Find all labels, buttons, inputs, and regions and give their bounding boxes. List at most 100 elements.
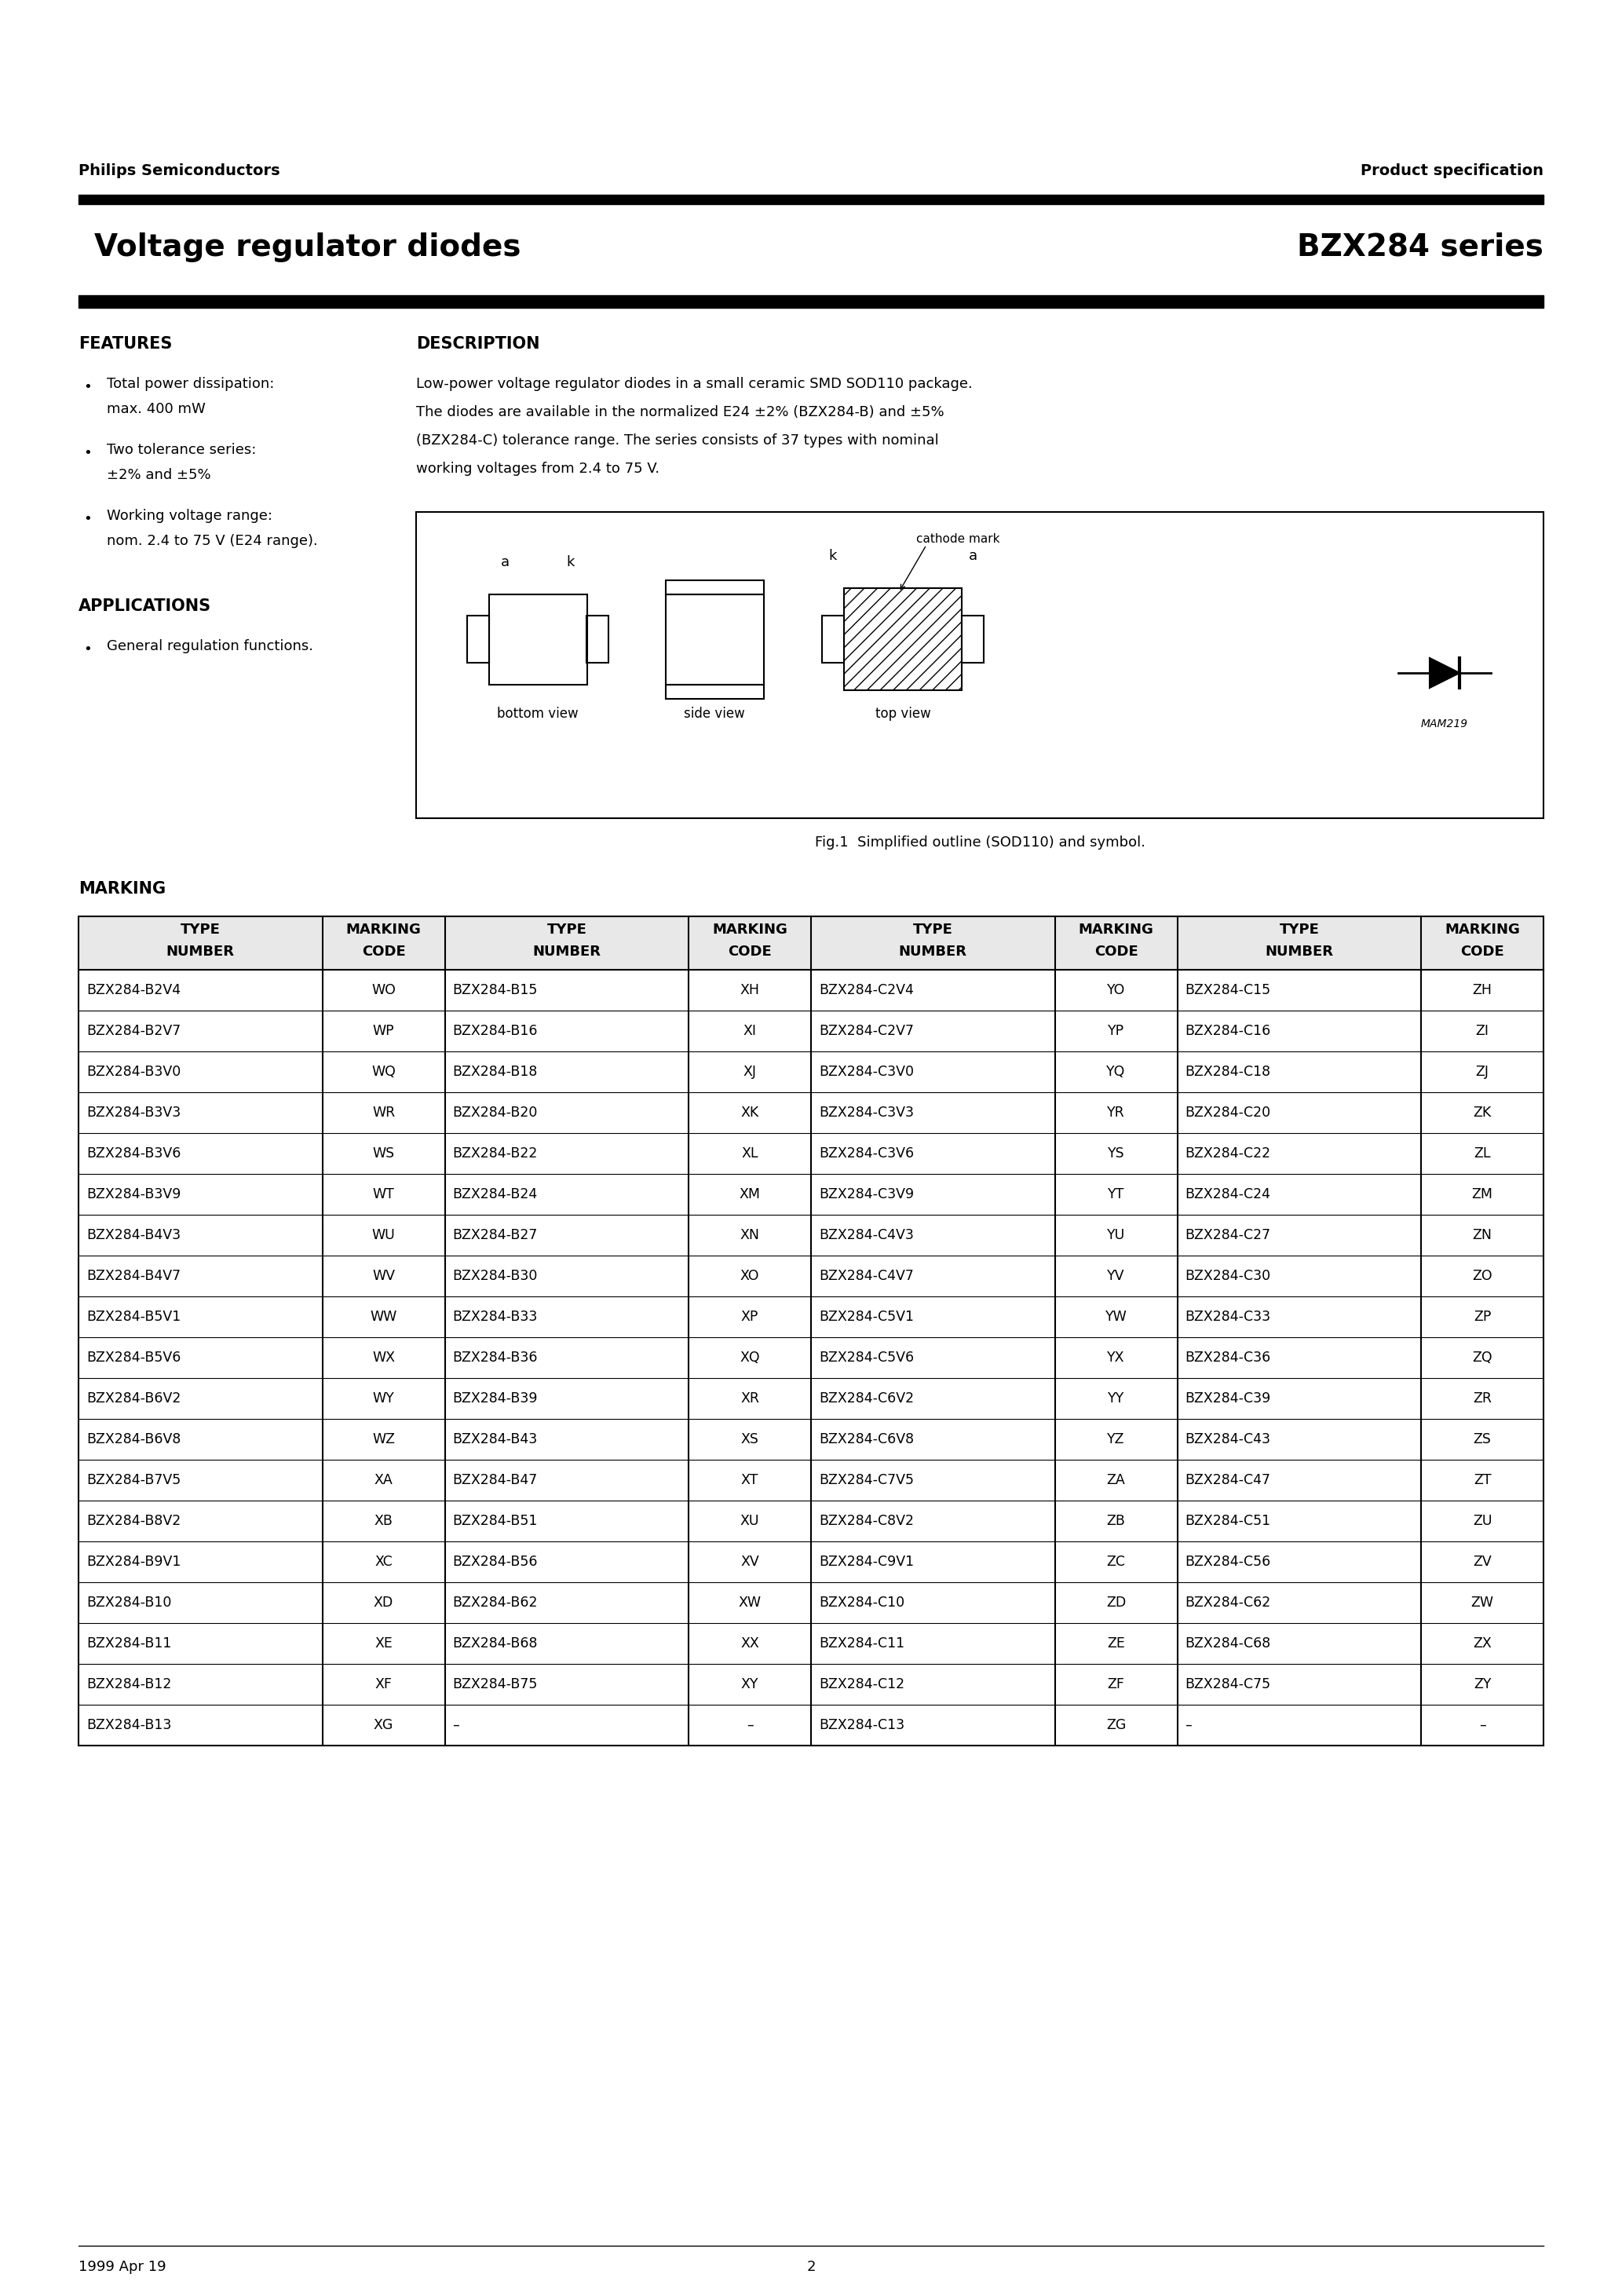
Text: ZE: ZE (1108, 1637, 1126, 1651)
Text: BZX284-B10: BZX284-B10 (86, 1596, 172, 1609)
Text: ZF: ZF (1108, 1678, 1124, 1692)
Text: BZX284-C15: BZX284-C15 (1186, 983, 1270, 996)
Text: BZX284-B9V1: BZX284-B9V1 (86, 1554, 182, 1568)
Bar (78, 1256, 1544, 1297)
Text: BZX284-B11: BZX284-B11 (86, 1637, 172, 1651)
Text: NUMBER: NUMBER (1265, 944, 1333, 960)
Text: BZX284-B8V2: BZX284-B8V2 (86, 1513, 180, 1529)
Text: XX: XX (741, 1637, 759, 1651)
Text: BZX284-B15: BZX284-B15 (453, 983, 537, 996)
Text: •: • (83, 512, 92, 526)
Text: Product specification: Product specification (1361, 163, 1544, 179)
Text: BZX284-C30: BZX284-C30 (1186, 1270, 1270, 1283)
Text: XC: XC (375, 1554, 393, 1568)
Text: BZX284-C3V9: BZX284-C3V9 (819, 1187, 913, 1201)
Text: BZX284 series: BZX284 series (1298, 232, 1544, 262)
Text: BZX284-C43: BZX284-C43 (1186, 1433, 1270, 1446)
Text: BZX284-C24: BZX284-C24 (1186, 1187, 1270, 1201)
Text: XY: XY (741, 1678, 759, 1692)
Text: MAM219: MAM219 (1421, 719, 1468, 730)
Text: WT: WT (373, 1187, 394, 1201)
Text: ZV: ZV (1473, 1554, 1492, 1568)
Text: XS: XS (741, 1433, 759, 1446)
Text: YT: YT (1108, 1187, 1124, 1201)
Text: BZX284-C20: BZX284-C20 (1186, 1107, 1270, 1120)
Text: XA: XA (375, 1474, 393, 1488)
Text: XT: XT (741, 1474, 759, 1488)
Text: ±2% and ±5%: ±2% and ±5% (107, 468, 211, 482)
Text: Total power dissipation:: Total power dissipation: (107, 377, 274, 390)
Text: TYPE: TYPE (180, 923, 221, 937)
Text: XM: XM (740, 1187, 761, 1201)
Text: •: • (83, 643, 92, 657)
Text: YW: YW (1105, 1309, 1127, 1325)
Text: BZX284-B56: BZX284-B56 (453, 1554, 539, 1568)
Text: BZX284-B12: BZX284-B12 (86, 1678, 172, 1692)
Text: FEATURES: FEATURES (78, 335, 172, 351)
Text: Low-power voltage regulator diodes in a small ceramic SMD SOD110 package.: Low-power voltage regulator diodes in a … (417, 377, 973, 390)
Text: ZY: ZY (1473, 1678, 1491, 1692)
Text: BZX284-C68: BZX284-C68 (1186, 1637, 1272, 1651)
Text: WR: WR (371, 1107, 396, 1120)
Bar (665, 581, 764, 595)
Bar (467, 615, 490, 664)
Text: BZX284-C36: BZX284-C36 (1186, 1350, 1272, 1364)
Bar (78, 1297, 1544, 1336)
Text: –: – (1479, 1717, 1486, 1731)
Text: •: • (83, 445, 92, 459)
Text: YQ: YQ (1106, 1065, 1126, 1079)
Bar (78, 916, 1544, 969)
Text: CODE: CODE (362, 944, 406, 960)
Text: BZX284-B30: BZX284-B30 (453, 1270, 537, 1283)
Text: BZX284-C12: BZX284-C12 (819, 1678, 905, 1692)
Text: a: a (501, 556, 509, 569)
Bar (78, 1704, 1544, 1745)
Text: BZX284-C5V6: BZX284-C5V6 (819, 1350, 913, 1364)
Text: NUMBER: NUMBER (532, 944, 600, 960)
Text: The diodes are available in the normalized E24 ±2% (BZX284-B) and ±5%: The diodes are available in the normaliz… (417, 404, 944, 420)
Text: BZX284-B18: BZX284-B18 (453, 1065, 537, 1079)
Bar (78, 916, 1544, 969)
Text: Philips Semiconductors: Philips Semiconductors (78, 163, 281, 179)
Text: ZA: ZA (1106, 1474, 1126, 1488)
Text: TYPE: TYPE (1280, 923, 1319, 937)
Text: BZX284-C9V1: BZX284-C9V1 (819, 1554, 913, 1568)
Text: BZX284-C3V3: BZX284-C3V3 (819, 1107, 913, 1120)
Text: BZX284-C13: BZX284-C13 (819, 1717, 905, 1731)
Text: TYPE: TYPE (913, 923, 952, 937)
Bar (78, 1173, 1544, 1215)
Bar (417, 512, 1544, 817)
Text: ZG: ZG (1106, 1717, 1126, 1731)
Bar (78, 1623, 1544, 1665)
Text: YX: YX (1108, 1350, 1126, 1364)
Text: YR: YR (1108, 1107, 1126, 1120)
Text: ZD: ZD (1106, 1596, 1126, 1609)
Text: BZX284-B13: BZX284-B13 (86, 1717, 172, 1731)
Text: TYPE: TYPE (547, 923, 587, 937)
Text: CODE: CODE (1095, 944, 1139, 960)
Text: YS: YS (1108, 1146, 1124, 1159)
Text: Fig.1  Simplified outline (SOD110) and symbol.: Fig.1 Simplified outline (SOD110) and sy… (814, 836, 1145, 850)
Text: (BZX284-C) tolerance range. The series consists of 37 types with nominal: (BZX284-C) tolerance range. The series c… (417, 434, 939, 448)
Text: BZX284-B24: BZX284-B24 (453, 1187, 537, 1201)
Text: ZQ: ZQ (1473, 1350, 1492, 1364)
Text: 1999 Apr 19: 1999 Apr 19 (78, 2259, 165, 2273)
Text: BZX284-C33: BZX284-C33 (1186, 1309, 1270, 1325)
Text: BZX284-C2V7: BZX284-C2V7 (819, 1024, 913, 1038)
Text: Voltage regulator diodes: Voltage regulator diodes (94, 232, 521, 262)
Text: YP: YP (1108, 1024, 1124, 1038)
Text: XV: XV (741, 1554, 759, 1568)
Text: CODE: CODE (1460, 944, 1504, 960)
Text: BZX284-C22: BZX284-C22 (1186, 1146, 1270, 1159)
Text: XO: XO (740, 1270, 759, 1283)
Bar (822, 615, 843, 664)
Text: XL: XL (741, 1146, 757, 1159)
Text: WX: WX (371, 1350, 396, 1364)
Text: BZX284-B47: BZX284-B47 (453, 1474, 537, 1488)
Text: YY: YY (1108, 1391, 1124, 1405)
Text: ZH: ZH (1473, 983, 1492, 996)
Text: MARKING: MARKING (1445, 923, 1520, 937)
Bar (78, 1010, 1544, 1052)
Bar (78, 1093, 1544, 1134)
Text: BZX284-B3V3: BZX284-B3V3 (86, 1107, 180, 1120)
